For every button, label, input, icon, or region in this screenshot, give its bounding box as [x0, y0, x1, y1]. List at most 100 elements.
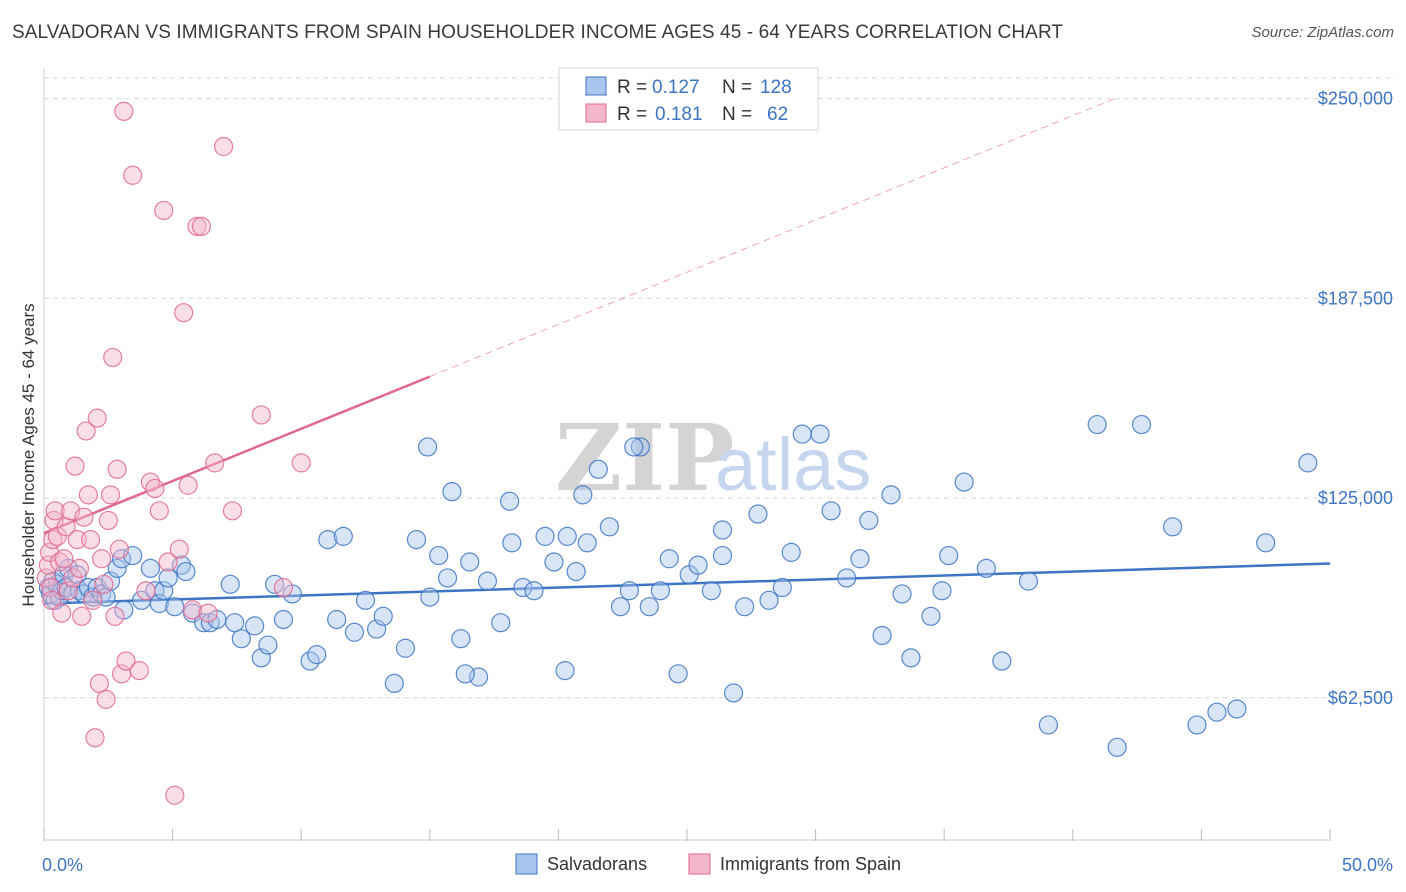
legend-r-label-1: R = — [617, 77, 647, 98]
point-salvadorans — [599, 517, 619, 537]
point-salvadorans — [901, 648, 921, 668]
legend-swatch-salvadorans — [585, 76, 607, 96]
point-salvadorans — [535, 526, 555, 546]
point-salvadorans — [107, 558, 127, 578]
point-salvadorans — [500, 491, 520, 511]
point-salvadorans — [976, 558, 996, 578]
chart-title: SALVADORAN VS IMMIGRANTS FROM SPAIN HOUS… — [12, 22, 1064, 43]
point-spain — [182, 600, 203, 620]
point-spain — [149, 501, 169, 521]
axes — [43, 68, 1331, 841]
y-tick-label: $187,500 — [1318, 288, 1393, 308]
point-salvadorans — [850, 549, 870, 569]
point-salvadorans — [307, 645, 327, 665]
point-salvadorans — [659, 549, 679, 569]
point-salvadorans — [225, 613, 245, 633]
legend-n-label-1: N = — [722, 77, 752, 98]
point-salvadorans — [892, 584, 912, 604]
point-salvadorans — [220, 574, 240, 594]
point-spain — [69, 558, 90, 578]
point-salvadorans — [513, 577, 533, 598]
y-axis-label: Householder Income Ages 45 - 64 years — [19, 303, 38, 606]
point-salvadorans — [477, 571, 498, 591]
legend-r-value-2: 0.181 — [655, 104, 703, 125]
point-spain — [291, 453, 311, 473]
point-spain — [42, 590, 62, 610]
data-points — [36, 101, 1318, 805]
point-salvadorans — [442, 482, 462, 502]
point-spain — [222, 501, 243, 521]
bottom-legend-label-salvadorans: Salvadorans — [547, 854, 647, 874]
point-salvadorans — [992, 651, 1012, 671]
point-spain — [109, 539, 129, 559]
point-spain — [116, 651, 136, 671]
point-salvadorans — [859, 510, 879, 531]
point-salvadorans — [158, 568, 178, 588]
trend-lines — [43, 98, 1331, 605]
point-salvadorans — [837, 568, 857, 588]
point-salvadorans — [610, 597, 631, 617]
point-spain — [273, 577, 294, 598]
point-salvadorans — [639, 597, 659, 617]
point-salvadorans — [1256, 533, 1276, 553]
point-salvadorans — [701, 581, 721, 601]
point-spain — [65, 456, 85, 476]
trend-line-spain — [43, 375, 431, 535]
x-tick-labels: 0.0% 50.0% — [42, 855, 1393, 875]
point-salvadorans — [932, 581, 952, 601]
point-salvadorans — [544, 552, 564, 572]
point-salvadorans — [712, 545, 733, 566]
point-salvadorans — [1038, 715, 1059, 735]
point-spain — [198, 603, 218, 623]
point-salvadorans — [273, 609, 294, 630]
legend-n-label-2: N = — [722, 104, 752, 125]
point-spain — [205, 453, 225, 473]
point-salvadorans — [772, 577, 792, 598]
x-tick-label: 0.0% — [42, 855, 83, 875]
point-spain — [80, 529, 101, 550]
point-salvadorans — [429, 545, 449, 566]
point-salvadorans — [384, 673, 404, 694]
point-salvadorans — [140, 558, 161, 578]
point-salvadorans — [395, 638, 416, 658]
legend-r-value-1: 0.127 — [652, 77, 700, 98]
point-salvadorans — [619, 581, 639, 601]
point-salvadorans — [451, 629, 471, 649]
point-salvadorans — [712, 520, 733, 540]
point-salvadorans — [577, 533, 597, 553]
point-salvadorans — [417, 437, 438, 457]
y-tick-label: $250,000 — [1318, 89, 1393, 109]
point-spain — [123, 165, 143, 185]
point-salvadorans — [502, 533, 522, 553]
watermark: ZIP atlas — [555, 404, 871, 512]
legend-n-value-2: 62 — [767, 104, 788, 125]
point-salvadorans — [258, 635, 278, 655]
point-spain — [251, 405, 271, 425]
point-salvadorans — [821, 501, 841, 521]
bottom-legend: Salvadorans Immigrants from Spain — [515, 853, 901, 875]
point-salvadorans — [231, 629, 251, 649]
point-salvadorans — [630, 437, 651, 457]
point-salvadorans — [1131, 414, 1152, 435]
point-salvadorans — [781, 542, 801, 562]
source-label: Source: ZipAtlas.com — [1251, 24, 1394, 41]
point-salvadorans — [318, 529, 338, 550]
point-spain — [145, 478, 165, 499]
grid-lines — [44, 77, 1395, 699]
point-salvadorans — [327, 609, 347, 630]
legend-n-value-1: 128 — [760, 77, 792, 98]
point-spain — [52, 603, 72, 623]
point-salvadorans — [524, 581, 544, 601]
point-salvadorans — [735, 597, 755, 617]
point-salvadorans — [245, 616, 265, 636]
point-spain — [114, 101, 134, 121]
y-tick-label: $62,500 — [1328, 688, 1393, 708]
point-salvadorans — [872, 625, 892, 646]
point-spain — [213, 136, 234, 157]
point-salvadorans — [555, 661, 575, 681]
point-salvadorans — [566, 561, 586, 582]
point-spain — [107, 459, 127, 479]
point-salvadorans — [344, 622, 365, 642]
point-spain — [96, 689, 116, 709]
